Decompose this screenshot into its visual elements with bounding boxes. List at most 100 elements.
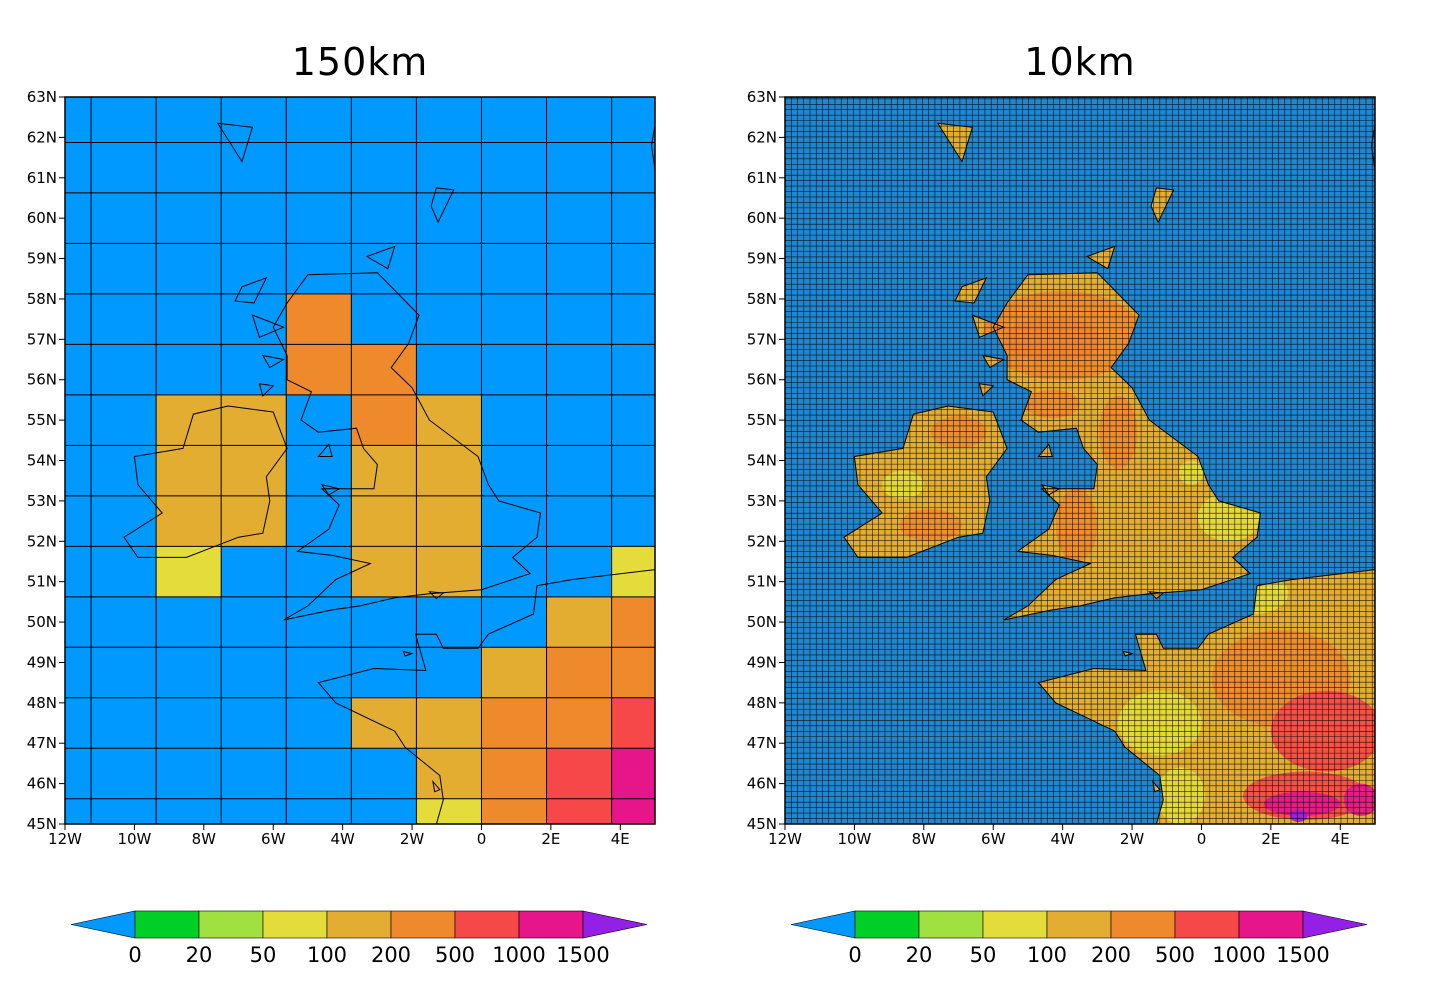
- elevation-zone: [1289, 809, 1308, 822]
- coastline-shetland: [430, 187, 455, 224]
- grid-cell: [546, 748, 612, 799]
- lon-tick-label: 4E: [611, 830, 630, 848]
- coarse-grid-lines: [65, 97, 655, 824]
- colorbar-label: 50: [250, 943, 277, 967]
- lon-tick-label: 10W: [837, 830, 871, 848]
- lat-tick-label: 61N: [747, 169, 777, 187]
- colorbar-segment: [982, 910, 1048, 939]
- fine-grid-lines: [785, 97, 1375, 824]
- lon-tick-label: 0: [477, 830, 487, 848]
- lat-tick-label: 62N: [747, 128, 777, 146]
- coastline-jersey: [402, 650, 414, 657]
- lat-tick-label: 51N: [747, 573, 777, 591]
- land-islay: [979, 383, 994, 396]
- coastline-jersey: [1122, 650, 1134, 657]
- lat-tick-label: 58N: [747, 290, 777, 308]
- colorbar-segment: [198, 910, 264, 939]
- lon-tick-label: 6W: [981, 830, 1006, 848]
- grid-cell: [481, 748, 547, 799]
- lat-tick-label: 48N: [27, 694, 57, 712]
- grid-cell: [416, 798, 482, 824]
- lat-tick-label: 63N: [27, 88, 57, 106]
- lat-tick-label: 55N: [27, 411, 57, 429]
- land-shetland: [1151, 187, 1174, 223]
- coastline-shetland: [1150, 187, 1175, 224]
- coastline-orkney: [1085, 245, 1116, 270]
- grid-cell: [611, 697, 655, 749]
- coastline-lewis: [234, 277, 268, 304]
- colorbar-segment: [1238, 910, 1304, 939]
- lat-tick-label: 50N: [747, 613, 777, 631]
- lat-tick-label: 56N: [747, 371, 777, 389]
- lon-tick-label: 2E: [1261, 830, 1280, 848]
- colorbar-label: 20: [186, 943, 213, 967]
- elevation-zone: [930, 416, 987, 449]
- coastline-france: [1037, 569, 1375, 824]
- colorbar-segment: [1174, 910, 1240, 939]
- lat-tick-label: 57N: [747, 330, 777, 348]
- coastline-france: [317, 569, 655, 824]
- coastline-mull: [261, 354, 285, 369]
- lat-tick-label: 47N: [747, 734, 777, 752]
- lon-tick-label: 6W: [261, 830, 286, 848]
- coastline-islay: [258, 383, 275, 397]
- grid-cell: [481, 647, 547, 698]
- lon-tick-label: 10W: [117, 830, 151, 848]
- coastline-ireland: [843, 405, 1008, 558]
- colorbar-label: 0: [848, 943, 861, 967]
- colorbar-label: 1500: [556, 943, 609, 967]
- lon-tick-label: 0: [1197, 830, 1207, 848]
- lat-tick-label: 59N: [27, 250, 57, 268]
- coastlines: [843, 122, 1375, 824]
- grid-cell: [416, 394, 482, 446]
- lat-tick-label: 56N: [27, 371, 57, 389]
- coastline-isle-of-wight: [1148, 591, 1165, 600]
- colorbar-label: 1000: [1212, 943, 1265, 967]
- grid-cell: [221, 495, 287, 547]
- map-plot-area: [65, 97, 655, 824]
- coastline-ile-d-oleron: [1152, 779, 1161, 793]
- lat-tick-label: 49N: [747, 653, 777, 671]
- map-panel-150km: 150km 63N 62N 61N 60N 59N 58N 57N 56N 55N 54N 53N 5…: [27, 40, 656, 967]
- lat-tick-label: 58N: [27, 290, 57, 308]
- coastline-anglesey: [1040, 483, 1061, 496]
- lat-tick-label: 45N: [747, 815, 777, 833]
- colorbar-segment: [134, 910, 200, 939]
- longitude-axis: 12W 10W 8W 6W 4W 2W 0 2E 4E: [48, 824, 630, 848]
- coastline-anglesey: [320, 483, 341, 496]
- lat-tick-label: 48N: [747, 694, 777, 712]
- coastline-lewis: [954, 277, 988, 304]
- lat-tick-label: 49N: [27, 653, 57, 671]
- elevation-zone: [1156, 767, 1205, 824]
- lat-tick-label: 54N: [27, 452, 57, 470]
- colorbar-label: 1500: [1276, 943, 1329, 967]
- land-anglesey: [1041, 484, 1060, 495]
- colorbar-segment: [1046, 910, 1112, 939]
- map-panel-10km: 10km 63N 62N 61N 60N 59N 58N 57N 56N 55N 54N 53N 52…: [747, 40, 1376, 967]
- coastline-mull: [981, 354, 1005, 369]
- lon-tick-label: 2W: [1120, 830, 1145, 848]
- coastline-ireland: [123, 405, 288, 558]
- elevation-zone: [982, 290, 1143, 380]
- colorbar-label: 100: [1027, 943, 1067, 967]
- latitude-axis: 63N 62N 61N 60N 59N 58N 57N 56N 55N 54N 53N 52N 51N 5…: [747, 88, 785, 833]
- coastline-great-britain: [992, 272, 1262, 621]
- coastline-norway-coast: [650, 125, 655, 170]
- lon-tick-label: 4W: [1050, 830, 1075, 848]
- coastlines: [123, 122, 655, 824]
- grid-cell: [416, 748, 482, 799]
- lat-tick-label: 53N: [747, 492, 777, 510]
- colorbar: 0 20 50 100 200 500 1000 1500: [70, 910, 648, 967]
- colorbar-segment: [854, 910, 920, 939]
- colorbar-label: 500: [435, 943, 475, 967]
- colorbar-under-arrow: [70, 910, 136, 939]
- lat-tick-label: 55N: [747, 411, 777, 429]
- lat-tick-label: 54N: [747, 452, 777, 470]
- colorbar-label: 100: [307, 943, 347, 967]
- lon-tick-label: 8W: [912, 830, 937, 848]
- colorbar-segment: [1110, 910, 1176, 939]
- lat-tick-label: 52N: [747, 532, 777, 550]
- lat-tick-label: 50N: [27, 613, 57, 631]
- colorbar-segment: [918, 910, 984, 939]
- grid-cell: [611, 798, 655, 824]
